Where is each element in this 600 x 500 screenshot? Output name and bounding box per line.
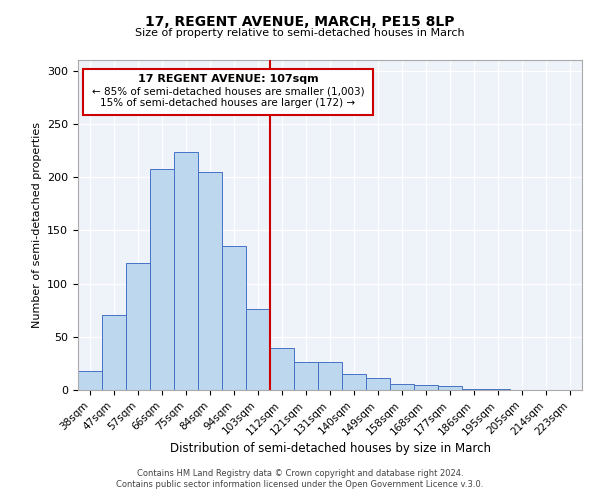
Bar [462,389,486,390]
Text: 15% of semi-detached houses are larger (172) →: 15% of semi-detached houses are larger (… [100,98,356,108]
Text: Contains HM Land Registry data © Crown copyright and database right 2024.: Contains HM Land Registry data © Crown c… [137,468,463,477]
Bar [390,384,414,390]
Bar [486,389,510,390]
Bar [102,316,126,390]
Text: 17 REGENT AVENUE: 107sqm: 17 REGENT AVENUE: 107sqm [137,74,319,84]
Bar [78,371,102,390]
Bar [174,152,198,390]
Bar [294,362,318,390]
Bar [414,384,438,390]
Text: 17, REGENT AVENUE, MARCH, PE15 8LP: 17, REGENT AVENUE, MARCH, PE15 8LP [145,15,455,29]
Bar [150,168,174,390]
FancyBboxPatch shape [83,68,373,116]
Bar [438,386,462,390]
Bar [318,362,342,390]
Text: Contains public sector information licensed under the Open Government Licence v.: Contains public sector information licen… [116,480,484,489]
Bar [270,348,294,390]
Bar [366,378,390,390]
Bar [222,246,246,390]
Text: ← 85% of semi-detached houses are smaller (1,003): ← 85% of semi-detached houses are smalle… [92,86,364,97]
Bar [246,309,270,390]
Bar [198,172,222,390]
X-axis label: Distribution of semi-detached houses by size in March: Distribution of semi-detached houses by … [170,442,491,455]
Bar [126,264,150,390]
Text: Size of property relative to semi-detached houses in March: Size of property relative to semi-detach… [135,28,465,38]
Bar [342,374,366,390]
Y-axis label: Number of semi-detached properties: Number of semi-detached properties [32,122,41,328]
